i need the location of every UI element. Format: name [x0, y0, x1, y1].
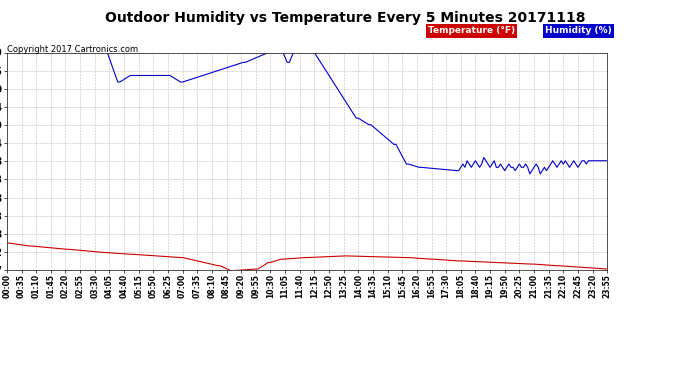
Text: Outdoor Humidity vs Temperature Every 5 Minutes 20171118: Outdoor Humidity vs Temperature Every 5 …: [105, 11, 585, 25]
Text: Temperature (°F): Temperature (°F): [428, 26, 515, 35]
Text: Copyright 2017 Cartronics.com: Copyright 2017 Cartronics.com: [7, 45, 138, 54]
Text: Humidity (%): Humidity (%): [545, 26, 612, 35]
